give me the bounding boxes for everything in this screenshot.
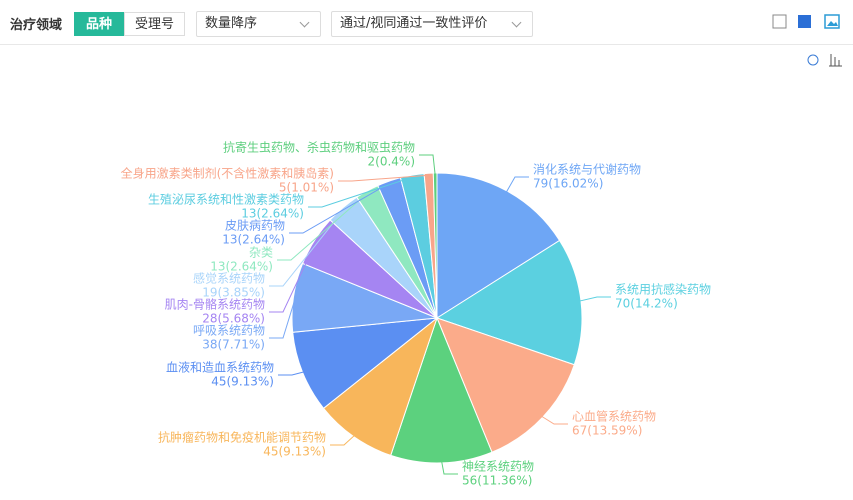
toolbar: 治疗领域 品种 受理号 数量降序 通过/视同通过一致性评价 xyxy=(0,0,853,45)
value-label: 56(11.36%) xyxy=(462,474,532,488)
value-label: 2(0.4%) xyxy=(368,155,415,169)
slice-label: 感觉系统药物 xyxy=(193,271,265,286)
value-label: 67(13.59%) xyxy=(572,424,642,438)
image-icon-shape xyxy=(827,21,838,26)
leader-line xyxy=(277,192,369,261)
leader-line xyxy=(338,174,429,182)
leader-line xyxy=(441,460,458,475)
excel-icon[interactable] xyxy=(798,15,811,28)
slice-label: 杂类 xyxy=(249,246,273,260)
slice-label: 抗肿瘤药物和免疫机能调节药物 xyxy=(158,430,326,445)
leader-line xyxy=(269,241,317,313)
leader-line xyxy=(269,297,296,339)
slice-label: 消化系统与代谢药物 xyxy=(533,162,641,177)
tab[interactable]: 受理号 xyxy=(124,12,185,36)
leader-line xyxy=(289,182,390,234)
leader-line xyxy=(540,415,568,425)
slice-label: 呼吸系统药物 xyxy=(193,324,265,338)
toolbar-icons xyxy=(772,14,840,29)
leader-line xyxy=(308,176,413,208)
value-label: 5(1.01%) xyxy=(279,181,334,195)
slice-label: 心血管系统药物 xyxy=(572,409,656,424)
leader-line xyxy=(269,208,345,287)
leader-line xyxy=(278,371,305,376)
pie-icon[interactable] xyxy=(807,54,819,66)
fullscreen-icon[interactable] xyxy=(772,14,787,29)
slice-label: 系统用抗感染药物 xyxy=(615,282,711,297)
slice-label: 全身用激素类制剂(不含性激素和胰岛素) xyxy=(121,166,334,181)
value-label: 45(9.13%) xyxy=(211,375,274,389)
value-label: 13(2.64%) xyxy=(210,260,273,274)
slice-label: 皮肤病药物 xyxy=(225,218,285,233)
tab[interactable]: 品种 xyxy=(74,12,124,36)
slice-label: 肌肉-骨骼系统药物 xyxy=(165,297,265,312)
slice-label: 生殖泌尿系统和性激素类药物 xyxy=(148,192,304,207)
bar-icon[interactable] xyxy=(829,54,842,67)
leader-line xyxy=(330,434,356,446)
image-icon[interactable] xyxy=(824,14,840,29)
value-label: 13(2.64%) xyxy=(222,233,285,247)
filter-dropdown[interactable]: 通过/视同通过一致性评价 xyxy=(331,11,533,37)
value-label: 45(9.13%) xyxy=(263,445,326,459)
leader-line xyxy=(419,154,436,176)
slice-label: 抗寄生虫药物、杀虫药物和驱虫药物 xyxy=(223,140,415,155)
slice-label: 血液和造血系统药物 xyxy=(166,360,274,375)
value-label: 38(7.71%) xyxy=(202,338,265,352)
slice-label: 神经系统药物 xyxy=(462,460,534,474)
value-label: 79(16.02%) xyxy=(533,177,603,191)
leader-line xyxy=(505,176,529,193)
value-label: 19(3.85%) xyxy=(202,286,265,300)
filter-label: 治疗领域 xyxy=(10,18,63,33)
sort-dropdown[interactable]: 数量降序 xyxy=(196,11,321,37)
value-label: 28(5.68%) xyxy=(202,312,265,326)
leader-line xyxy=(578,296,611,302)
value-label: 70(14.2%) xyxy=(615,297,678,311)
value-label: 13(2.64%) xyxy=(241,207,304,221)
